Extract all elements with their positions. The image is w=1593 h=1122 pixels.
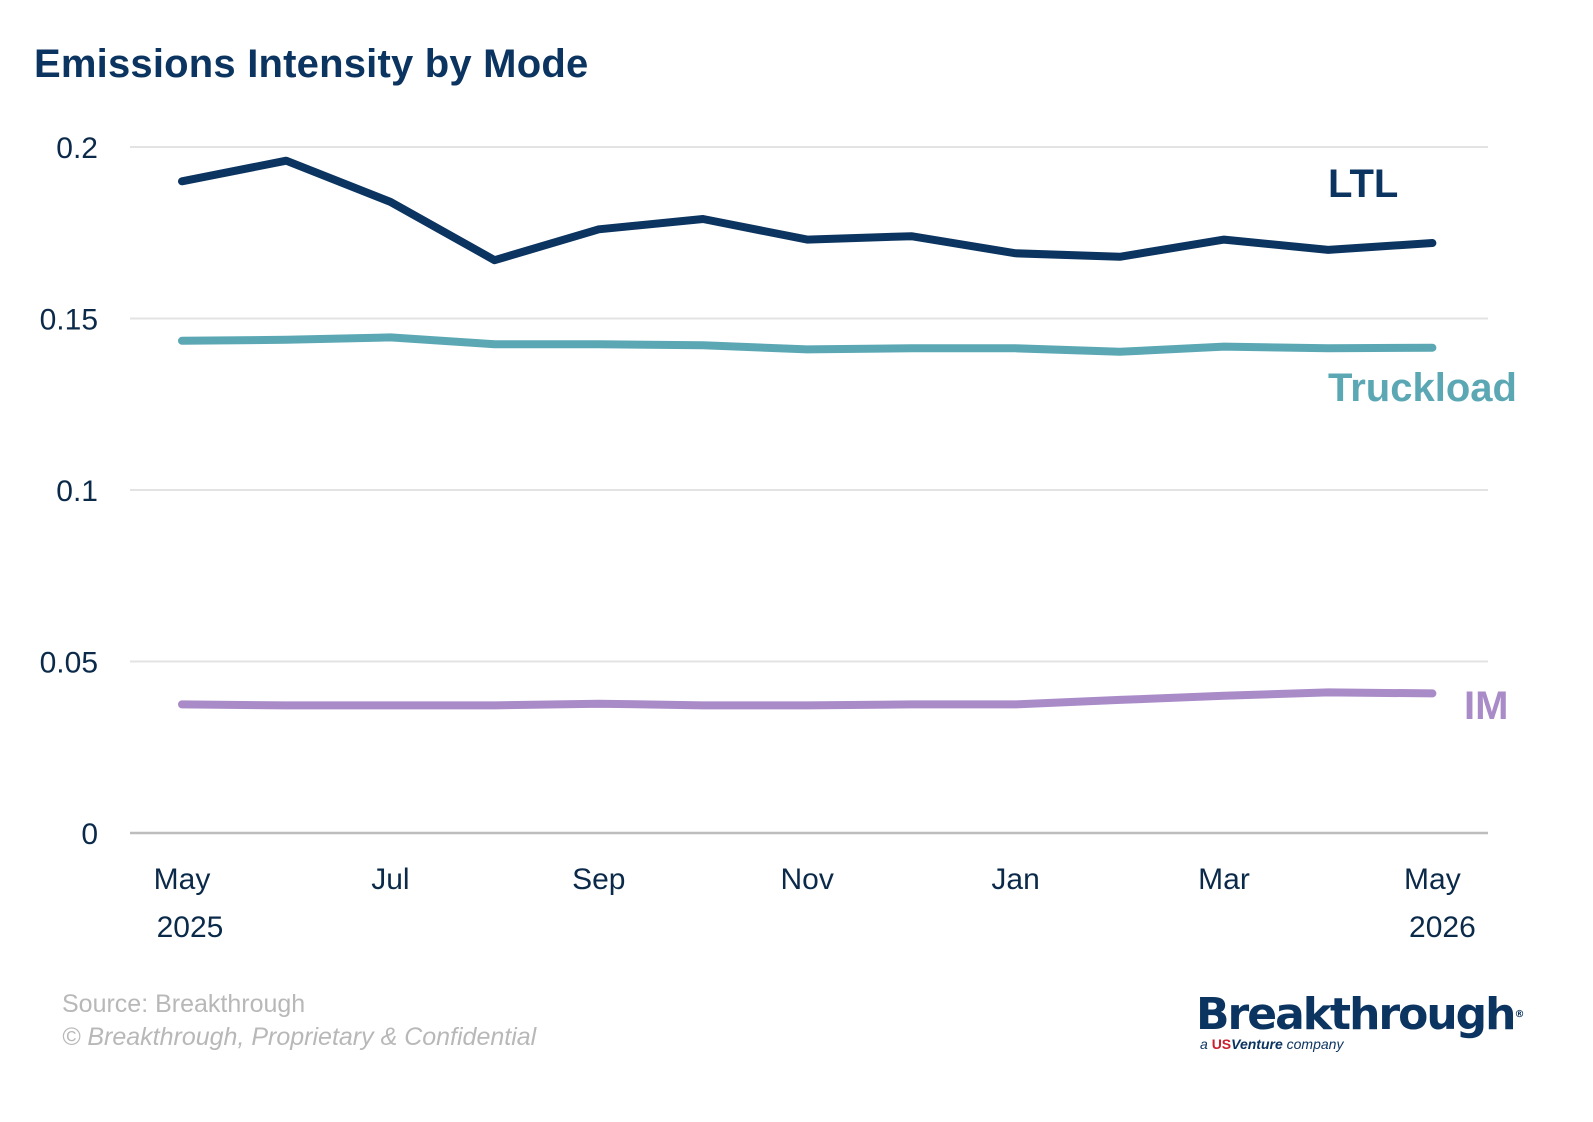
- logo-registered-mark: ®: [1514, 1009, 1525, 1020]
- x-tick-year: 2025: [157, 911, 224, 944]
- y-tick-label: 0.1: [56, 475, 98, 508]
- series-line-truckload: [178, 333, 1437, 356]
- series-labels: LTL Truckload IM: [1328, 162, 1517, 728]
- x-tick-month: May: [1404, 863, 1461, 896]
- gridlines: [130, 146, 1488, 835]
- x-tick-month: Jul: [371, 863, 409, 896]
- series-label-ltl: LTL: [1328, 162, 1398, 206]
- source-note: Source: Breakthrough: [62, 990, 306, 1018]
- chart-title: Emissions Intensity by Mode: [34, 42, 589, 86]
- x-tick-month: Mar: [1198, 863, 1250, 896]
- y-tick-label: 0.2: [56, 132, 98, 165]
- logo-word: Breakthrough: [1196, 989, 1516, 1040]
- logo-tagline-venture: Venture: [1231, 1036, 1283, 1052]
- y-tick-label: 0.05: [40, 647, 98, 680]
- series-label-truckload: Truckload: [1328, 366, 1517, 410]
- series-lines: [178, 156, 1437, 710]
- x-tick-year: 2026: [1409, 911, 1476, 944]
- x-tick-month: Nov: [781, 863, 834, 896]
- breakthrough-logo: Breakthrough® a USVenture company: [1196, 990, 1526, 1053]
- y-tick-label: 0: [81, 818, 98, 851]
- series-label-im: IM: [1464, 684, 1508, 728]
- logo-tagline-us: US: [1211, 1036, 1232, 1052]
- x-tick-month: May: [154, 863, 211, 896]
- footer: Source: Breakthrough © Breakthrough, Pro…: [62, 988, 536, 1054]
- logo-tagline: a USVenture company: [1200, 1036, 1526, 1052]
- logo-wordmark: Breakthrough®: [1196, 990, 1526, 1040]
- logo-tagline-prefix: a: [1200, 1036, 1208, 1052]
- y-tick-label: 0.15: [40, 304, 98, 337]
- copyright-note: © Breakthrough, Proprietary & Confidenti…: [62, 1023, 537, 1051]
- x-tick-month: Sep: [572, 863, 625, 896]
- x-axis-tick-labels: May 2025 Jul Sep Nov Jan Mar May 2026: [154, 863, 1476, 944]
- logo-tagline-suffix: company: [1286, 1036, 1344, 1052]
- series-line-im: [178, 688, 1437, 710]
- x-tick-month: Jan: [991, 863, 1039, 896]
- series-line-ltl: [178, 156, 1437, 265]
- y-axis-tick-labels: 0 0.05 0.1 0.15 0.2: [40, 132, 98, 851]
